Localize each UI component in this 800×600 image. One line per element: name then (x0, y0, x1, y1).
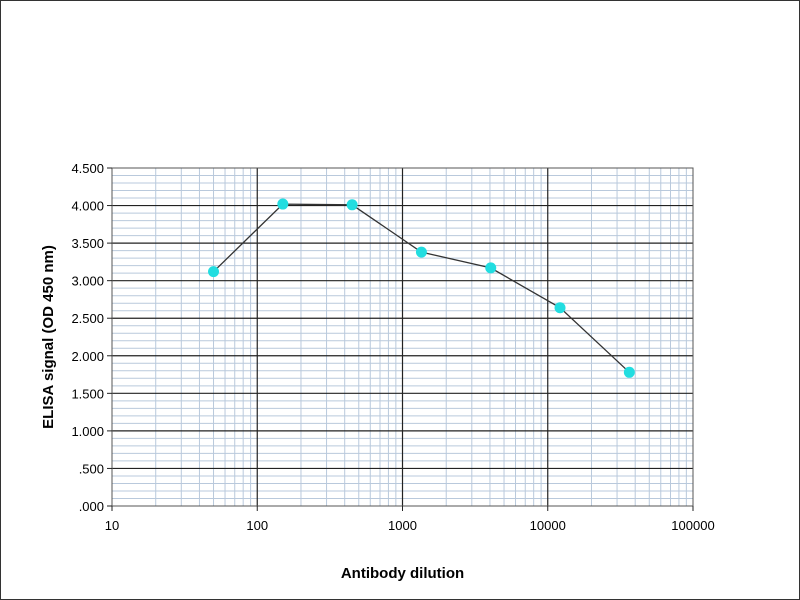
x-tick-label: 100 (246, 518, 268, 533)
data-point (346, 199, 358, 211)
y-axis-ticks: .000 .500 1.000 1.500 2.000 2.500 3.000 3.500 4.… (71, 161, 112, 514)
data-point (554, 302, 566, 314)
x-tick-label: 1000 (388, 518, 417, 533)
y-tick-label: .000 (79, 499, 104, 514)
y-tick-label: 2.500 (71, 311, 104, 326)
y-tick-label: 3.500 (71, 236, 104, 251)
series-group (208, 198, 635, 378)
x-tick-label: 10000 (530, 518, 566, 533)
y-tick-label: 4.000 (71, 199, 104, 214)
x-axis-title: Antibody dilution (341, 565, 464, 582)
grid-major (112, 168, 693, 506)
y-tick-label: 4.500 (71, 161, 104, 176)
y-tick-label: 3.000 (71, 274, 104, 289)
data-point (485, 262, 497, 274)
x-tick-label: 10 (105, 518, 119, 533)
y-tick-label: .500 (79, 461, 104, 476)
x-axis-ticks: 10 100 1000 10000 100000 (105, 506, 715, 533)
y-tick-label: 1.500 (71, 386, 104, 401)
y-tick-label: 2.000 (71, 349, 104, 364)
x-tick-label: 100000 (671, 518, 714, 533)
y-tick-label: 1.000 (71, 424, 104, 439)
y-axis-title: ELISA signal (OD 450 nm) (40, 245, 57, 429)
data-point (623, 366, 635, 378)
data-point (208, 266, 220, 278)
data-point (277, 198, 289, 210)
data-point (415, 246, 427, 258)
